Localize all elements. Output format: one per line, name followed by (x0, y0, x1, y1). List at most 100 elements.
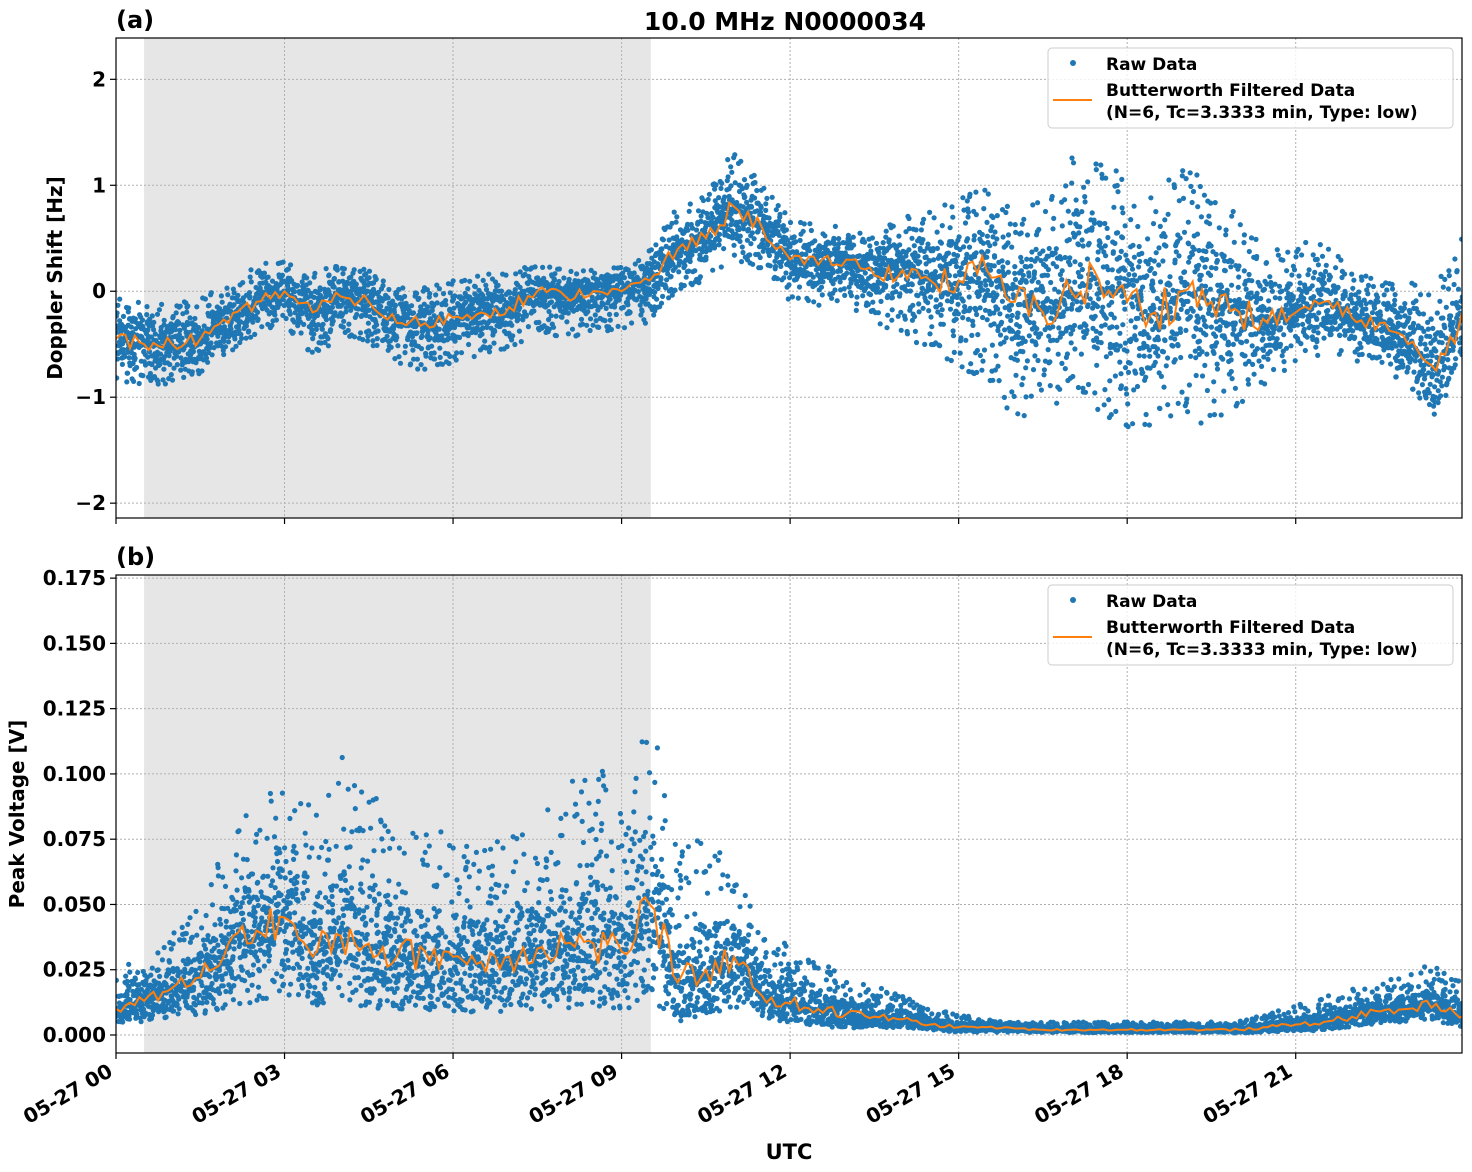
raw-data-point (405, 336, 411, 343)
raw-data-point (729, 217, 735, 224)
raw-data-point (1196, 338, 1203, 344)
raw-data-point (642, 320, 649, 326)
raw-data-point (980, 287, 986, 293)
raw-data-point (1072, 346, 1078, 352)
raw-data-point (526, 273, 532, 280)
raw-data-point (1198, 272, 1204, 278)
raw-data-point (674, 214, 680, 220)
raw-data-point (277, 301, 283, 307)
raw-data-point (745, 226, 752, 232)
raw-data-point (465, 286, 471, 292)
raw-data-point (1059, 360, 1065, 366)
raw-data-point (1249, 343, 1255, 349)
raw-data-point (1059, 223, 1065, 229)
raw-data-point (1083, 322, 1089, 329)
raw-data-point (1207, 221, 1213, 227)
raw-data-point (1218, 412, 1224, 418)
raw-data-point (829, 295, 835, 301)
raw-data-point (1124, 348, 1130, 354)
raw-data-point (994, 292, 1000, 298)
raw-data-point (1133, 370, 1139, 376)
raw-data-point (194, 304, 200, 310)
raw-data-point (1254, 290, 1260, 296)
raw-data-point (128, 324, 134, 330)
raw-data-point (117, 296, 123, 302)
raw-data-point (131, 378, 137, 384)
raw-data-point (1163, 243, 1169, 249)
raw-data-point (984, 317, 990, 323)
raw-data-point (178, 367, 184, 373)
raw-data-point (1185, 219, 1191, 225)
raw-data-point (1018, 230, 1024, 236)
raw-data-point (186, 359, 192, 365)
raw-data-point (948, 357, 954, 364)
raw-data-point (452, 338, 458, 344)
raw-data-point (1257, 283, 1263, 289)
raw-data-point (1018, 268, 1024, 274)
raw-data-point (718, 185, 724, 191)
raw-data-point (1033, 342, 1039, 348)
raw-data-point (1119, 176, 1125, 182)
raw-data-point (1124, 277, 1130, 283)
raw-data-point (1020, 375, 1026, 381)
raw-data-point (1079, 266, 1085, 273)
raw-data-point (961, 244, 967, 250)
raw-data-point (1055, 351, 1061, 357)
raw-data-point (1092, 313, 1098, 319)
raw-data-point (873, 240, 880, 246)
raw-data-point (1130, 242, 1136, 248)
raw-data-point (1067, 220, 1073, 226)
raw-data-point (373, 276, 379, 282)
raw-data-point (176, 332, 182, 338)
raw-data-point (898, 327, 904, 333)
raw-data-point (959, 364, 965, 370)
raw-data-point (1267, 274, 1273, 280)
raw-data-point (553, 313, 559, 319)
raw-data-point (1131, 272, 1138, 278)
raw-data-point (761, 185, 767, 191)
raw-data-point (898, 309, 904, 315)
raw-data-point (504, 344, 510, 350)
raw-data-point (584, 322, 590, 328)
raw-data-point (672, 287, 678, 293)
raw-data-point (248, 267, 254, 273)
raw-data-point (725, 174, 731, 180)
raw-data-point (366, 307, 372, 313)
raw-data-point (147, 370, 153, 377)
raw-data-point (1230, 208, 1236, 215)
raw-data-point (1224, 287, 1230, 293)
raw-data-point (357, 330, 364, 336)
raw-data-point (1152, 270, 1158, 277)
raw-data-point (370, 343, 376, 349)
raw-data-point (1123, 252, 1129, 258)
raw-data-point (316, 347, 322, 353)
raw-data-point (1113, 408, 1119, 414)
raw-data-point (1048, 279, 1054, 286)
raw-data-point (867, 292, 874, 298)
raw-data-point (939, 223, 945, 229)
raw-data-point (414, 290, 420, 296)
raw-data-point (1002, 327, 1008, 333)
raw-data-point (713, 182, 719, 188)
raw-data-point (319, 326, 325, 332)
raw-data-point (421, 301, 427, 307)
raw-data-point (844, 270, 850, 276)
raw-data-point (1221, 388, 1227, 394)
raw-data-point (1096, 296, 1102, 302)
raw-data-point (984, 219, 990, 225)
raw-data-point (578, 316, 585, 322)
raw-data-point (348, 288, 354, 294)
raw-data-point (515, 316, 521, 322)
raw-data-point (928, 314, 934, 320)
raw-data-point (357, 268, 363, 274)
raw-data-point (217, 339, 223, 345)
raw-data-point (981, 347, 988, 353)
raw-data-point (1005, 260, 1011, 266)
raw-data-point (916, 301, 922, 307)
raw-data-point (1081, 184, 1087, 190)
raw-data-point (1132, 324, 1138, 330)
raw-data-point (1186, 382, 1192, 388)
raw-data-point (516, 312, 522, 318)
raw-data-point (1116, 280, 1122, 286)
raw-data-point (259, 324, 265, 330)
